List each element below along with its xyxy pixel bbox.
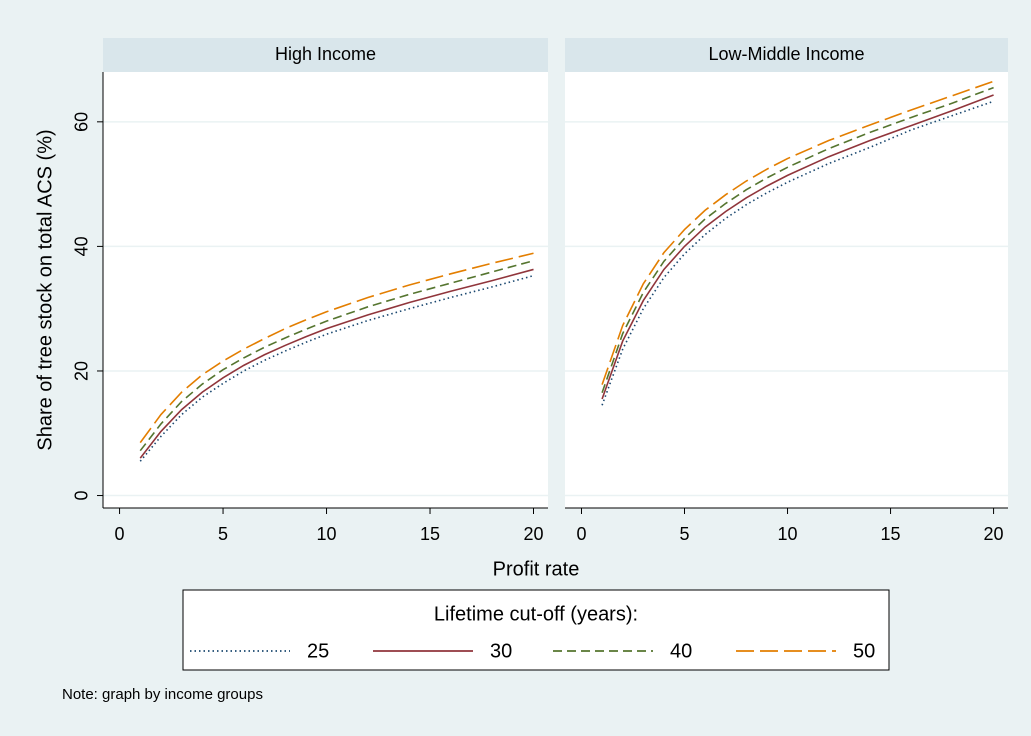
- y-tick-label: 60: [72, 112, 92, 132]
- series-line: [601, 94, 994, 400]
- legend-title: Lifetime cut-off (years):: [434, 603, 638, 625]
- x-tick-label: 5: [679, 524, 689, 544]
- panel-strip: [565, 38, 1008, 72]
- y-tick-label: 0: [72, 491, 92, 501]
- x-tick-label: 10: [317, 524, 337, 544]
- series-line: [139, 259, 534, 452]
- legend-label: 25: [307, 640, 329, 662]
- note: Note: graph by income groups: [62, 686, 263, 703]
- series-line: [139, 252, 534, 444]
- x-tick-label: 20: [523, 524, 543, 544]
- legend-label: 50: [853, 640, 875, 662]
- x-tick-label: 5: [218, 524, 228, 544]
- x-tick-label: 0: [576, 524, 586, 544]
- x-tick-label: 15: [881, 524, 901, 544]
- legend-box: [182, 589, 890, 671]
- plot-area: [103, 72, 548, 508]
- x-tick-label: 10: [778, 524, 798, 544]
- y-axis-label: Share of tree stock on total ACS (%): [34, 129, 56, 450]
- x-tick-label: 15: [420, 524, 440, 544]
- legend-label: 30: [490, 640, 512, 662]
- panel-title: Low-Middle Income: [708, 44, 864, 64]
- panel-title: High Income: [275, 44, 376, 64]
- series-line: [601, 80, 994, 385]
- legend-label: 40: [670, 640, 692, 662]
- plot-area: [565, 72, 1008, 508]
- x-tick-label: 0: [115, 524, 125, 544]
- x-tick-label: 20: [984, 524, 1004, 544]
- x-axis-label: Profit rate: [493, 558, 580, 580]
- y-tick-label: 20: [72, 361, 92, 381]
- series-line: [601, 100, 994, 406]
- series-line: [601, 86, 994, 394]
- y-tick-label: 40: [72, 236, 92, 256]
- series-line: [139, 268, 534, 459]
- panel-strip: [103, 38, 548, 72]
